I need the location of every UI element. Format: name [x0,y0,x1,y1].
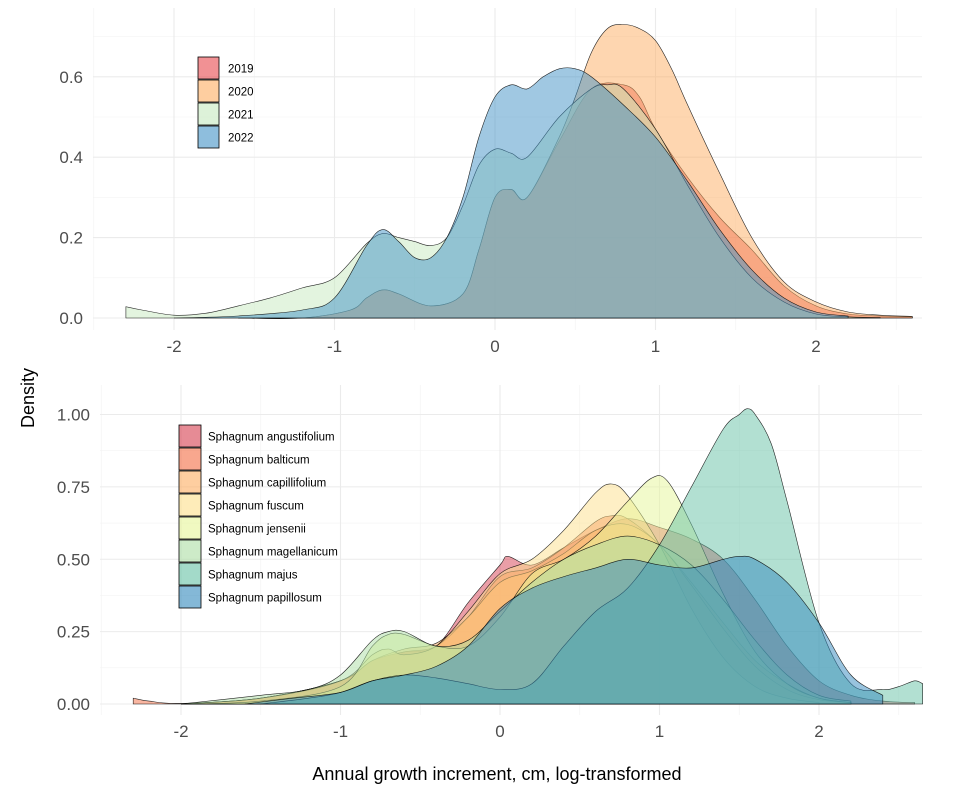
x-tick-label: -1 [333,722,348,741]
y-tick-label: 0.4 [59,148,83,167]
legend-label: Sphagnum capillifolium [208,478,326,490]
density-area-2022 [173,67,849,319]
legend-label: Sphagnum fuscum [208,501,304,513]
legend-key [178,447,202,471]
legend-key [197,102,220,126]
legend-key [178,539,202,563]
legend-label: 2020 [228,87,254,99]
legend-label: Sphagnum angustifolium [208,432,335,444]
legend-key [178,562,202,586]
legend-label: Sphagnum papillosum [208,593,322,605]
legend-key [197,79,220,103]
legend-key [197,125,220,149]
x-axis-title: Annual growth increment, cm, log-transfo… [312,764,681,784]
density-areas [132,408,923,705]
y-tick-label: 0.0 [59,309,83,328]
y-tick-label: 0.00 [57,695,90,714]
legend: Sphagnum angustifolium Sphagnum balticum S… [178,424,338,609]
legend-key [178,493,202,517]
x-tick-label: 0 [495,722,504,741]
legend-label: Sphagnum majus [208,570,298,582]
legend-key [178,585,202,609]
y-tick-label: 0.25 [57,623,90,642]
legend-key [197,56,220,80]
tick-labels: -2 -1 0 1 2 0.00 0.25 0.50 0.75 1.00 [57,406,824,742]
density-area-sphagnum-papillosum [244,555,884,705]
y-tick-label: 0.6 [59,68,83,87]
y-tick-label: 0.50 [57,550,90,569]
y-tick-label: 0.75 [57,478,90,497]
x-tick-label: -2 [173,722,188,741]
legend-key [178,470,202,494]
legend: 2019 2020 2021 2022 [197,56,254,149]
legend-label: Sphagnum magellanicum [208,547,338,559]
legend-label: 2021 [228,110,254,122]
legend-key [178,516,202,540]
x-tick-label: 1 [651,337,660,356]
x-tick-label: 1 [655,722,664,741]
x-tick-label: 2 [814,722,823,741]
legend-key [178,424,202,448]
legend-label: Sphagnum balticum [208,455,310,467]
legend-label: 2019 [228,64,254,76]
density-areas [125,24,913,319]
bottom-density-panel: -2 -1 0 1 2 0.00 0.25 0.50 0.75 1.00 Sphagnum angu… [57,385,923,741]
legend-label: Sphagnum jensenii [208,524,306,536]
x-tick-label: -1 [327,337,342,356]
x-tick-label: 2 [811,337,820,356]
x-tick-label: -2 [166,337,181,356]
y-axis-title: Density [18,368,38,428]
tick-labels: -2 -1 0 1 2 0.0 0.2 0.4 0.6 [59,68,820,356]
x-tick-label: 0 [490,337,499,356]
y-tick-label: 0.2 [59,229,83,248]
y-tick-label: 1.00 [57,406,90,425]
legend-label: 2022 [228,133,254,145]
top-density-panel: -2 -1 0 1 2 0.0 0.2 0.4 0.6 2019 2020 2021 2022 [59,8,922,356]
